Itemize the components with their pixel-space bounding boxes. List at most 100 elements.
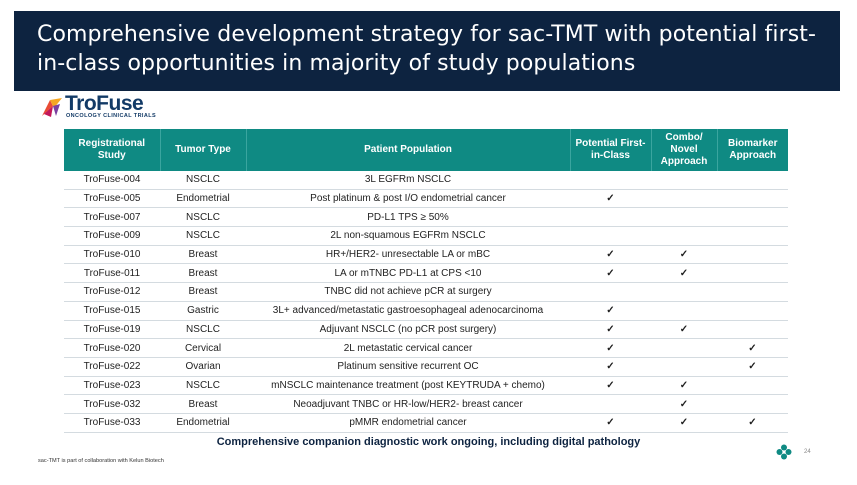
cell-patient-population: Neoadjuvant TNBC or HR-low/HER2- breast …: [246, 394, 570, 414]
cell-study: TroFuse-015: [64, 301, 160, 321]
cell-patient-population: 3L+ advanced/metastatic gastroesophageal…: [246, 301, 570, 321]
cell-study: TroFuse-019: [64, 320, 160, 340]
header-patient-population: Patient Population: [245, 129, 570, 171]
cell-tumor-type: Ovarian: [160, 357, 246, 377]
table-row: TroFuse-015 Gastric 3L+ advanced/metastati…: [64, 301, 788, 321]
table-row: TroFuse-019 NSCLC Adjuvant NSCLC (no pCR p…: [64, 320, 788, 340]
header-biomarker: Biomarker Approach: [716, 129, 788, 171]
cell-combo-novel: ✓: [651, 376, 717, 396]
cell-study: TroFuse-020: [64, 338, 160, 358]
cell-combo-novel: [651, 301, 717, 321]
cell-study: TroFuse-032: [64, 394, 160, 414]
cell-first-in-class: [570, 394, 651, 414]
header-first-in-class: Potential First-in-Class: [569, 129, 651, 171]
table-row: TroFuse-005 Endometrial Post platinum & po…: [64, 189, 788, 209]
cell-tumor-type: NSCLC: [160, 207, 246, 228]
cell-combo-novel: [651, 171, 717, 190]
cell-biomarker: [717, 301, 788, 321]
cell-first-in-class: ✓: [570, 189, 651, 209]
cell-tumor-type: Breast: [160, 282, 246, 302]
cell-tumor-type: Endometrial: [160, 413, 246, 433]
cell-study: TroFuse-009: [64, 226, 160, 246]
cell-first-in-class: ✓: [570, 320, 651, 340]
cell-patient-population: pMMR endometrial cancer: [246, 413, 570, 433]
cell-tumor-type: Breast: [160, 245, 246, 265]
cell-biomarker: [717, 394, 788, 414]
cell-combo-novel: [651, 226, 717, 246]
cell-biomarker: [717, 226, 788, 246]
cell-combo-novel: ✓: [651, 320, 717, 340]
table-row: TroFuse-004 NSCLC 3L EGFRm NSCLC: [64, 171, 788, 190]
cell-combo-novel: ✓: [651, 413, 717, 433]
cell-first-in-class: [570, 226, 651, 246]
cell-first-in-class: ✓: [570, 357, 651, 377]
table-row: TroFuse-023 NSCLC mNSCLC maintenance treat…: [64, 376, 788, 396]
page-number: 24: [804, 449, 811, 455]
cell-biomarker: [717, 245, 788, 265]
cell-biomarker: ✓: [717, 413, 788, 433]
cell-study: TroFuse-022: [64, 357, 160, 377]
cell-tumor-type: Cervical: [160, 338, 246, 358]
header-registrational-study: Registrational Study: [64, 129, 160, 171]
table-row: TroFuse-032 Breast Neoadjuvant TNBC or HR-…: [64, 394, 788, 414]
cell-combo-novel: [651, 338, 717, 358]
cell-first-in-class: [570, 171, 651, 190]
cell-patient-population: Adjuvant NSCLC (no pCR post surgery): [246, 320, 570, 340]
cell-tumor-type: NSCLC: [160, 226, 246, 246]
cell-study: TroFuse-007: [64, 207, 160, 228]
cell-first-in-class: ✓: [570, 263, 651, 284]
cell-first-in-class: ✓: [570, 338, 651, 358]
cell-patient-population: Post platinum & post I/O endometrial can…: [246, 189, 570, 209]
cell-biomarker: [717, 207, 788, 228]
cell-tumor-type: NSCLC: [160, 171, 246, 190]
company-logo-icon: [776, 444, 792, 460]
cell-patient-population: LA or mTNBC PD-L1 at CPS <10: [246, 263, 570, 284]
cell-combo-novel: ✓: [651, 394, 717, 414]
table-row: TroFuse-010 Breast HR+/HER2- unresectable …: [64, 245, 788, 265]
cell-study: TroFuse-033: [64, 413, 160, 433]
cell-combo-novel: [651, 357, 717, 377]
cell-tumor-type: Gastric: [160, 301, 246, 321]
cell-patient-population: 3L EGFRm NSCLC: [246, 171, 570, 190]
cell-tumor-type: NSCLC: [160, 320, 246, 340]
cell-patient-population: Platinum sensitive recurrent OC: [246, 357, 570, 377]
cell-first-in-class: [570, 282, 651, 302]
cell-combo-novel: ✓: [651, 263, 717, 284]
cell-first-in-class: ✓: [570, 245, 651, 265]
companion-diagnostic-note: Comprehensive companion diagnostic work …: [216, 436, 641, 448]
cell-patient-population: HR+/HER2- unresectable LA or mBC: [246, 245, 570, 265]
title-bar: Comprehensive development strategy for s…: [14, 11, 840, 91]
registrational-studies-table: Registrational Study Tumor Type Patient …: [64, 129, 788, 433]
header-combo-novel: Combo/ Novel Approach: [650, 129, 717, 171]
cell-study: TroFuse-004: [64, 171, 160, 190]
cell-biomarker: [717, 171, 788, 190]
cell-patient-population: mNSCLC maintenance treatment (post KEYTR…: [246, 376, 570, 396]
cell-biomarker: ✓: [717, 338, 788, 358]
trofuse-logo: TroFuse ONCOLOGY CLINICAL TRIALS: [40, 92, 170, 125]
cell-combo-novel: [651, 282, 717, 302]
cell-tumor-type: Breast: [160, 263, 246, 284]
cell-combo-novel: [651, 207, 717, 228]
cell-first-in-class: ✓: [570, 301, 651, 321]
logo-name: TroFuse: [65, 92, 144, 115]
cell-study: TroFuse-012: [64, 282, 160, 302]
table-row: TroFuse-007 NSCLC PD-L1 TPS ≥ 50%: [64, 207, 788, 228]
table-row: TroFuse-012 Breast TNBC did not achieve pC…: [64, 282, 788, 302]
cell-patient-population: 2L non-squamous EGFRm NSCLC: [246, 226, 570, 246]
cell-biomarker: [717, 320, 788, 340]
table-body: TroFuse-004 NSCLC 3L EGFRm NSCLC TroFuse-00…: [64, 171, 788, 433]
cell-combo-novel: [651, 189, 717, 209]
cell-study: TroFuse-005: [64, 189, 160, 209]
cell-study: TroFuse-023: [64, 376, 160, 396]
cell-tumor-type: NSCLC: [160, 376, 246, 396]
header-tumor-type: Tumor Type: [159, 129, 246, 171]
cell-biomarker: ✓: [717, 357, 788, 377]
cell-tumor-type: Breast: [160, 394, 246, 414]
cell-biomarker: [717, 189, 788, 209]
collaboration-footnote: sac-TMT is part of collaboration with Ke…: [38, 458, 164, 464]
trofuse-logo-mark-icon: [42, 98, 62, 117]
table-row: TroFuse-011 Breast LA or mTNBC PD-L1 at CP…: [64, 263, 788, 284]
cell-first-in-class: [570, 207, 651, 228]
cell-patient-population: PD-L1 TPS ≥ 50%: [246, 207, 570, 228]
